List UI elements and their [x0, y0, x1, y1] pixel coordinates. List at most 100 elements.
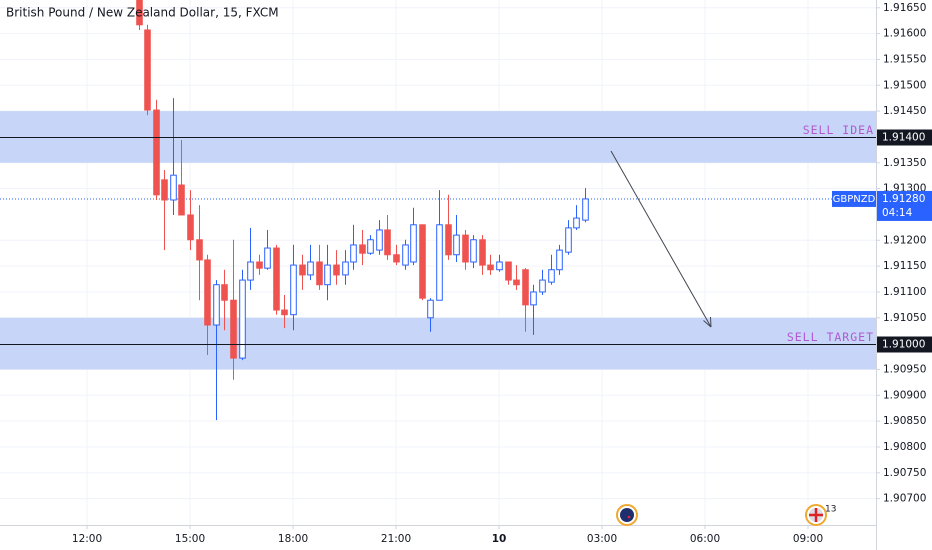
candle-body — [453, 234, 460, 256]
candle-body — [367, 239, 374, 254]
symbol-tag-label: GBPNZD — [833, 194, 876, 205]
candle-body — [290, 264, 297, 316]
y-tick-label: 1.91350 — [883, 157, 926, 169]
y-tick-label: 1.90750 — [883, 467, 926, 479]
candle-body — [496, 261, 503, 271]
price-tag-label: 1.91280 — [882, 193, 925, 205]
candle-body — [359, 244, 366, 254]
candle-body — [256, 261, 263, 269]
candle-body — [264, 247, 271, 269]
candle-body — [556, 249, 563, 271]
candle-body — [513, 279, 520, 286]
x-tick-label: 21:00 — [381, 533, 411, 545]
candle-body — [350, 244, 357, 263]
x-tick-label: 18:00 — [278, 533, 308, 545]
candle-body — [487, 264, 494, 271]
candle-body — [462, 234, 469, 263]
candle-body — [410, 224, 417, 263]
candle-body — [170, 174, 177, 201]
candle-body — [505, 261, 512, 281]
candle-body — [161, 179, 168, 201]
candle-body — [324, 264, 331, 286]
arrow-line — [610, 150, 712, 328]
candle-body — [178, 184, 185, 216]
zone — [0, 317, 876, 370]
candle-body — [436, 224, 443, 301]
y-tick-label: 1.91450 — [883, 105, 926, 117]
candle-body — [402, 244, 409, 266]
candle-body — [565, 227, 572, 253]
level-tag — [877, 129, 932, 146]
candle-body — [333, 264, 340, 276]
candle-body — [221, 284, 228, 301]
level-tag — [877, 336, 932, 353]
gb-event-icon: 13 — [805, 504, 836, 526]
symbol-tag — [832, 190, 876, 207]
candle-body — [419, 224, 426, 299]
plot-area — [0, 0, 876, 525]
candle-body — [530, 291, 537, 306]
candle-body — [239, 279, 246, 359]
candle-body — [479, 239, 486, 266]
candle-body — [307, 261, 314, 276]
candle-body — [281, 309, 288, 316]
x-tick-label: 09:00 — [793, 533, 823, 545]
icon-star — [627, 515, 631, 519]
countdown-label: 04:14 — [882, 207, 913, 219]
chart-title: British Pound / New Zealand Dollar, 15, … — [6, 6, 279, 20]
candle-body — [393, 254, 400, 263]
event-count: 13 — [825, 505, 836, 515]
zone — [0, 111, 876, 163]
arrow — [610, 150, 712, 328]
y-tick-label: 1.91650 — [883, 2, 926, 14]
candle-body — [144, 29, 151, 111]
y-tick-label: 1.90900 — [883, 389, 926, 401]
price-tag — [877, 190, 932, 221]
candle-body — [204, 259, 211, 326]
level-tag-label: 1.91000 — [882, 339, 925, 351]
candle-body — [470, 239, 477, 263]
y-tick-label: 1.90800 — [883, 441, 926, 453]
candle-body — [247, 261, 254, 281]
candle-body — [273, 247, 280, 311]
level-note: SELL TARGET — [787, 330, 874, 344]
y-tick-label: 1.91550 — [883, 53, 926, 65]
candle-body — [153, 109, 160, 196]
candle-body — [299, 264, 306, 276]
candle-body — [445, 224, 452, 256]
candle-body — [582, 198, 589, 221]
candle-body — [187, 214, 194, 241]
x-tick-label: 12:00 — [72, 533, 102, 545]
candle-body — [539, 279, 546, 293]
candle-body — [213, 284, 220, 326]
y-tick-label: 1.91200 — [883, 234, 926, 246]
candle-body — [316, 261, 323, 286]
candle-body — [342, 261, 349, 276]
y-tick-label: 1.90850 — [883, 415, 926, 427]
candle-body — [230, 299, 237, 359]
y-tick-label: 1.91500 — [883, 79, 926, 91]
x-tick-label: 06:00 — [690, 533, 720, 545]
candle-body — [384, 229, 391, 256]
x-tick-label: 03:00 — [587, 533, 617, 545]
y-tick-label: 1.91150 — [883, 260, 926, 272]
y-tick-label: 1.91050 — [883, 312, 926, 324]
candle-body — [376, 229, 383, 251]
level-tag-label: 1.91400 — [882, 132, 925, 144]
nz-event-icon — [616, 504, 638, 526]
candle-body — [548, 269, 555, 283]
y-tick-label: 1.91600 — [883, 28, 926, 40]
x-tick-label: 15:00 — [175, 533, 205, 545]
y-tick-label: 1.90700 — [883, 493, 926, 505]
candle-body — [573, 217, 580, 229]
icon-flag — [620, 508, 634, 522]
candle-body — [427, 299, 434, 319]
arrow-head — [703, 316, 712, 328]
candle-body — [196, 239, 203, 261]
icon-cross — [809, 508, 823, 522]
candle-body — [522, 269, 529, 306]
y-tick-label: 1.90950 — [883, 363, 926, 375]
candle-body — [136, 0, 143, 26]
